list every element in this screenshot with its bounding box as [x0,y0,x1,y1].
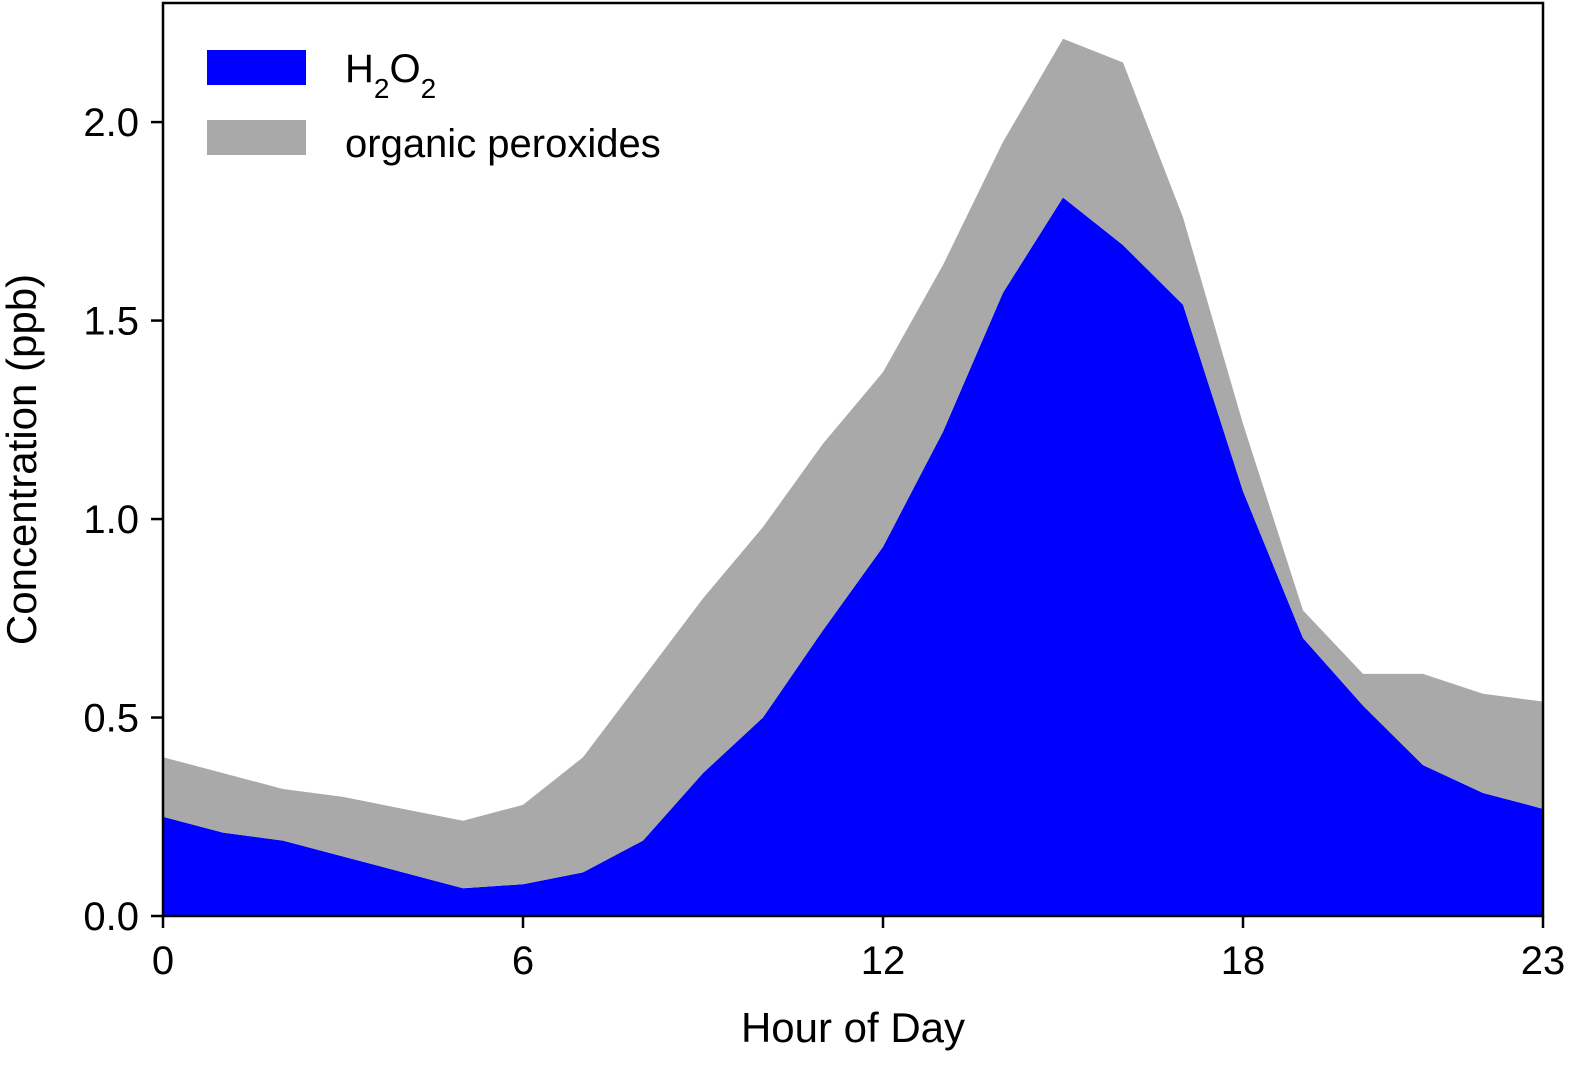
legend-h2o2-sub1: 2 [374,73,390,104]
legend-h2o2-h: H [345,47,374,91]
y-tick-label: 1.0 [83,498,139,542]
legend-swatch-h2o2 [207,50,306,85]
stacked-areas [163,38,1543,916]
x-tick-label: 23 [1521,939,1566,983]
legend-h2o2-sub2: 2 [421,73,437,104]
x-axis-ticks: 0 6 12 18 23 [152,916,1565,983]
legend-swatch-organic-peroxides [207,120,306,155]
area-series-0 [163,197,1543,916]
x-axis-label: Hour of Day [741,1004,965,1051]
y-tick-label: 0.0 [83,895,139,939]
area-series-1 [163,38,1543,889]
plot-frame [161,1,1545,918]
y-tick-label: 2.0 [83,101,139,145]
y-axis-ticks: 0.0 0.5 1.0 1.5 2.0 [83,101,163,939]
legend-h2o2-o: O [389,47,420,91]
y-tick-label: 1.5 [83,300,139,344]
x-tick-label: 12 [861,939,906,983]
y-tick-label: 0.5 [83,697,139,741]
legend: H2O2 organic peroxides [207,47,661,166]
legend-label-h2o2: H2O2 [345,47,436,104]
x-tick-label: 18 [1221,939,1266,983]
x-tick-label: 6 [512,939,534,983]
x-tick-label: 0 [152,939,174,983]
legend-label-organic-peroxides: organic peroxides [345,122,661,166]
y-axis-label: Concentration (ppb) [0,274,45,645]
